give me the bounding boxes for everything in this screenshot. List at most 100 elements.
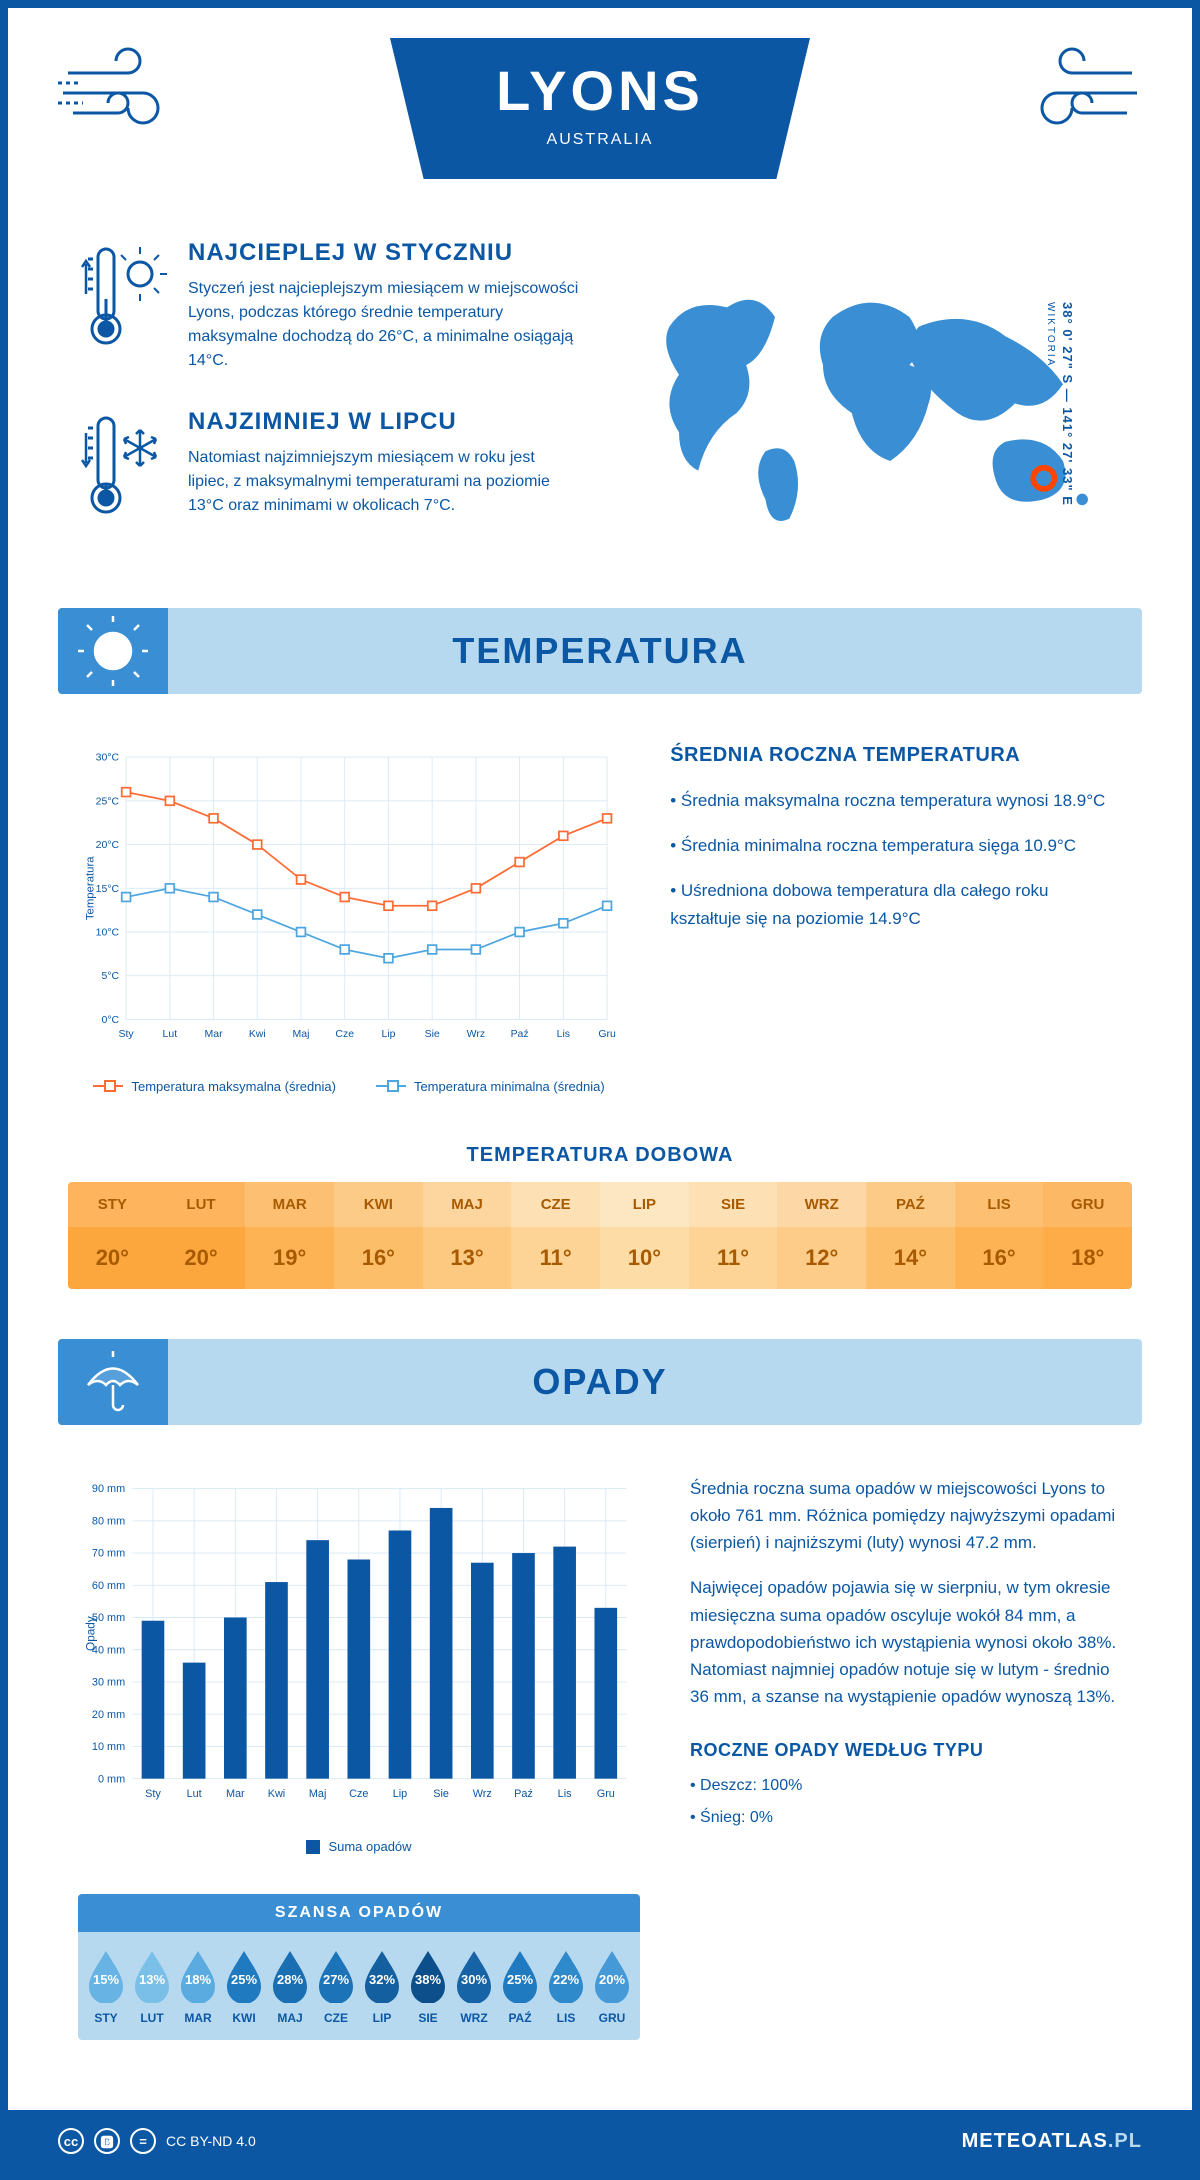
- wind-icon-left: [58, 38, 198, 143]
- svg-text:Sty: Sty: [145, 1788, 161, 1800]
- svg-text:5°C: 5°C: [101, 971, 119, 982]
- svg-text:0 mm: 0 mm: [98, 1773, 125, 1785]
- fact-cold-title: NAJZIMNIEJ W LIPCU: [188, 408, 580, 436]
- rain-chance-col: 30%WRZ: [451, 1947, 497, 2025]
- svg-text:30 mm: 30 mm: [92, 1676, 125, 1688]
- world-map-icon: [631, 269, 1111, 538]
- legend-item: .legend-swatch[style*='#4da6e0']::after{…: [376, 1079, 605, 1094]
- section-header-precip: OPADY: [58, 1339, 1142, 1425]
- svg-text:Maj: Maj: [293, 1029, 310, 1040]
- section-header-temperature: TEMPERATURA: [58, 608, 1142, 694]
- by-icon: 🅱: [94, 2128, 120, 2154]
- svg-text:Wrz: Wrz: [473, 1788, 492, 1800]
- license-block: cc 🅱 = CC BY-ND 4.0: [58, 2128, 256, 2154]
- svg-text:90 mm: 90 mm: [92, 1483, 125, 1495]
- umbrella-icon: [58, 1339, 168, 1425]
- fact-cold-text: Natomiast najzimniejszym miesiącem w rok…: [188, 446, 580, 518]
- temperature-line-chart: 0°C5°C10°C15°C20°C25°C30°CStyLutMarKwiMa…: [78, 744, 620, 1094]
- thermometer-snow-icon: [78, 408, 168, 533]
- fact-warmest: NAJCIEPLEJ W STYCZNIU Styczeń jest najci…: [78, 239, 580, 373]
- precip-type-title: ROCZNE OPADY WEDŁUG TYPU: [690, 1740, 1122, 1761]
- svg-text:Lip: Lip: [381, 1029, 395, 1040]
- daily-col: SIE11°: [689, 1182, 778, 1289]
- legend-item: .legend-swatch[style*='#ff6b35']::after{…: [93, 1079, 335, 1094]
- section-title-precip: OPADY: [58, 1361, 1142, 1403]
- temp-info-item: Uśredniona dobowa temperatura dla całego…: [670, 877, 1122, 931]
- svg-text:Mar: Mar: [205, 1029, 224, 1040]
- daily-col: WRZ12°: [777, 1182, 866, 1289]
- wind-icon-right: [1002, 38, 1142, 143]
- svg-text:Lut: Lut: [163, 1029, 178, 1040]
- rain-chance-col: 22%LIS: [543, 1947, 589, 2025]
- svg-text:10°C: 10°C: [96, 928, 120, 939]
- svg-text:Sie: Sie: [433, 1788, 449, 1800]
- svg-text:60 mm: 60 mm: [92, 1580, 125, 1592]
- precip-bar-chart: 0 mm10 mm20 mm30 mm40 mm50 mm60 mm70 mm8…: [78, 1475, 640, 1854]
- svg-text:Paź: Paź: [514, 1788, 533, 1800]
- svg-text:Lis: Lis: [558, 1788, 572, 1800]
- coordinates-label: 38° 0' 27" S — 141° 27' 33" E WIKTORIA: [1045, 302, 1075, 506]
- temp-info-item: Średnia minimalna roczna temperatura się…: [670, 832, 1122, 859]
- rain-chance-block: SZANSA OPADÓW 15%STY13%LUT18%MAR25%KWI28…: [78, 1894, 640, 2040]
- svg-text:20°C: 20°C: [96, 840, 120, 851]
- rain-chance-col: 13%LUT: [129, 1947, 175, 2025]
- license-text: CC BY-ND 4.0: [166, 2133, 256, 2149]
- intro-section: NAJCIEPLEJ W STYCZNIU Styczeń jest najci…: [8, 219, 1192, 608]
- temperature-content: 0°C5°C10°C15°C20°C25°C30°CStyLutMarKwiMa…: [8, 694, 1192, 1124]
- rain-chance-col: 38%SIE: [405, 1947, 451, 2025]
- svg-text:Wrz: Wrz: [467, 1029, 485, 1040]
- fact-warm-text: Styczeń jest najcieplejszym miesiącem w …: [188, 277, 580, 373]
- svg-text:Cze: Cze: [335, 1029, 354, 1040]
- section-title-temp: TEMPERATURA: [58, 630, 1142, 672]
- svg-text:20 mm: 20 mm: [92, 1709, 125, 1721]
- daily-col: MAJ13°: [423, 1182, 512, 1289]
- svg-text:Lip: Lip: [393, 1788, 408, 1800]
- svg-text:Gru: Gru: [597, 1788, 615, 1800]
- svg-text:Lis: Lis: [557, 1029, 570, 1040]
- rain-chance-col: 32%LIP: [359, 1947, 405, 2025]
- daily-col: LIP10°: [600, 1182, 689, 1289]
- precip-type-item: • Śnieg: 0%: [690, 1805, 1122, 1831]
- svg-text:Maj: Maj: [309, 1788, 327, 1800]
- rain-chance-col: 27%CZE: [313, 1947, 359, 2025]
- svg-text:Gru: Gru: [598, 1029, 616, 1040]
- rain-chance-col: 25%PAŹ: [497, 1947, 543, 2025]
- svg-text:Kwi: Kwi: [268, 1788, 286, 1800]
- rain-chance-col: 28%MAJ: [267, 1947, 313, 2025]
- rain-chance-col: 25%KWI: [221, 1947, 267, 2025]
- precip-paragraph: Średnia roczna suma opadów w miejscowośc…: [690, 1475, 1122, 1557]
- svg-text:Kwi: Kwi: [249, 1029, 266, 1040]
- fact-coldest: NAJZIMNIEJ W LIPCU Natomiast najzimniejs…: [78, 408, 580, 533]
- daily-col: GRU18°: [1043, 1182, 1132, 1289]
- daily-temp-title: TEMPERATURA DOBOWA: [8, 1144, 1192, 1167]
- svg-text:Cze: Cze: [349, 1788, 368, 1800]
- rain-chance-col: 18%MAR: [175, 1947, 221, 2025]
- precip-type-item: • Deszcz: 100%: [690, 1773, 1122, 1799]
- title-banner: LYONS AUSTRALIA: [390, 38, 810, 179]
- svg-text:Sie: Sie: [425, 1029, 440, 1040]
- daily-col: PAŹ14°: [866, 1182, 955, 1289]
- daily-col: LUT20°: [157, 1182, 246, 1289]
- rain-chance-title: SZANSA OPADÓW: [78, 1894, 640, 1932]
- svg-text:0°C: 0°C: [101, 1015, 119, 1026]
- svg-text:30°C: 30°C: [96, 753, 120, 764]
- site-brand: METEOATLAS.PL: [962, 2130, 1142, 2153]
- daily-temperature-table: STY20°LUT20°MAR19°KWI16°MAJ13°CZE11°LIP1…: [68, 1182, 1132, 1289]
- daily-col: CZE11°: [511, 1182, 600, 1289]
- svg-text:Paź: Paź: [511, 1029, 529, 1040]
- temp-info-title: ŚREDNIA ROCZNA TEMPERATURA: [670, 744, 1122, 767]
- svg-text:10 mm: 10 mm: [92, 1741, 125, 1753]
- city-name: LYONS: [470, 58, 730, 123]
- svg-text:Temperatura: Temperatura: [85, 856, 97, 920]
- temperature-info: ŚREDNIA ROCZNA TEMPERATURA Średnia maksy…: [670, 744, 1122, 1094]
- daily-col: MAR19°: [245, 1182, 334, 1289]
- daily-col: KWI16°: [334, 1182, 423, 1289]
- nd-icon: =: [130, 2128, 156, 2154]
- svg-text:Lut: Lut: [187, 1788, 202, 1800]
- thermometer-sun-icon: [78, 239, 168, 373]
- svg-text:15°C: 15°C: [96, 884, 120, 895]
- sun-icon: [58, 608, 168, 694]
- page-footer: cc 🅱 = CC BY-ND 4.0 METEOATLAS.PL: [8, 2110, 1192, 2172]
- page-header: LYONS AUSTRALIA: [8, 8, 1192, 219]
- fact-warm-title: NAJCIEPLEJ W STYCZNIU: [188, 239, 580, 267]
